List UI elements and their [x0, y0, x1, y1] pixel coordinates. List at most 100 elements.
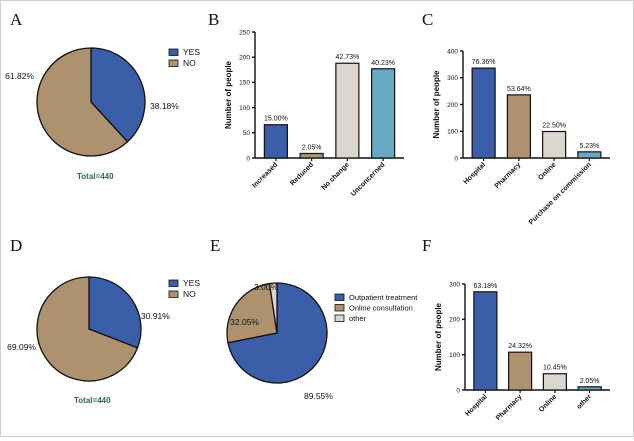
- panel-b: B 0 50 100 150 200 250 Number of people 15.00% I…: [208, 10, 404, 198]
- legend-label: other: [349, 314, 367, 323]
- slice-label: 38.18%: [150, 101, 179, 111]
- slice-label: 61.82%: [5, 71, 34, 81]
- x-category-label: Hospital: [464, 393, 489, 418]
- bar-value-label: 5.23%: [579, 143, 599, 150]
- bar: [577, 386, 602, 391]
- panel-letter: B: [208, 10, 219, 29]
- bar-chart: 0 50 100 150 200 250 Number of people 15.00% Inc…: [224, 29, 404, 198]
- bar: [371, 68, 396, 159]
- panel-letter: C: [422, 10, 433, 29]
- pie-slice: [88, 276, 142, 349]
- slice-label: 30.91%: [141, 311, 170, 321]
- total-annotation: Total=440: [77, 172, 114, 181]
- x-category-label: other: [576, 393, 594, 411]
- x-category-label: Pharmacy: [494, 161, 523, 190]
- legend-swatch: [168, 48, 179, 56]
- panel-letter: F: [422, 236, 431, 255]
- panel-letter: A: [10, 10, 23, 29]
- bar: [508, 351, 533, 391]
- bar-value-label: 22.50%: [542, 123, 566, 130]
- bar-value-label: 42.73%: [336, 54, 360, 61]
- bar-value-label: 15.00%: [264, 116, 288, 123]
- pie-slice: [36, 276, 139, 382]
- pie-slice: [90, 47, 146, 143]
- y-tick-label: 250: [239, 29, 250, 36]
- bar: [473, 291, 498, 391]
- legend-label: YES: [183, 47, 200, 57]
- y-tick-label: 50: [243, 130, 251, 137]
- total-annotation: Total=440: [74, 396, 111, 405]
- x-category-label: Purchase on commission: [528, 161, 593, 226]
- bar-value-label: 53.64%: [507, 86, 531, 93]
- slice-label: 89.55%: [304, 391, 333, 401]
- pie-chart: 89.55% 32.05% 3.00% Outpatient treatment Onl…: [226, 282, 418, 401]
- y-tick-label: 100: [239, 105, 250, 112]
- legend-label: NO: [183, 58, 196, 68]
- legend-label: YES: [183, 278, 200, 288]
- bar: [506, 94, 531, 159]
- x-category-label: Hospital: [463, 161, 488, 186]
- legend-label: Outpatient treatment: [349, 293, 418, 302]
- slice-label: 32.05%: [230, 317, 259, 327]
- panel-c: C 0 100 200 300 400 Number of people 76.36% Hos…: [422, 10, 610, 226]
- bar: [299, 152, 324, 159]
- y-tick-label: 100: [447, 129, 458, 136]
- y-tick-label: 200: [447, 102, 458, 109]
- y-tick-label: 0: [456, 387, 460, 394]
- y-axis-label: Number of people: [224, 60, 233, 129]
- bar-chart: 0 100 200 300 Number of people 63.18% Hospital…: [434, 281, 610, 422]
- x-category-label: Reduced: [289, 161, 315, 187]
- legend-swatch: [334, 304, 345, 312]
- legend-swatch: [334, 293, 345, 301]
- x-category-label: Unconcerned: [350, 161, 387, 198]
- legend-swatch: [168, 290, 179, 298]
- y-tick-label: 150: [239, 80, 250, 87]
- y-tick-label: 400: [447, 48, 458, 55]
- bar-chart: 0 100 200 300 400 Number of people 76.36% Hospi…: [432, 48, 610, 226]
- x-category-label: No change: [321, 161, 351, 191]
- y-tick-label: 200: [449, 317, 460, 324]
- x-category-label: Pharmacy: [495, 393, 524, 422]
- slice-label: 69.09%: [7, 342, 36, 352]
- pie-slice: [226, 282, 278, 344]
- y-axis-label: Number of people: [434, 302, 443, 371]
- bar: [577, 151, 602, 159]
- bar: [542, 130, 567, 159]
- y-tick-label: 300: [447, 75, 458, 82]
- y-tick-label: 0: [246, 155, 250, 162]
- panel-letter: E: [210, 236, 220, 255]
- bar-value-label: 2.05%: [580, 378, 600, 385]
- bar-value-label: 24.32%: [508, 343, 532, 350]
- y-axis-label: Number of people: [432, 70, 441, 139]
- legend-swatch: [334, 314, 345, 322]
- y-tick-label: 0: [454, 155, 458, 162]
- slice-label: 3.00%: [254, 282, 279, 292]
- bar-value-label: 40.23%: [371, 60, 395, 67]
- legend-swatch: [168, 59, 179, 67]
- bar-value-label: 76.36%: [472, 59, 496, 66]
- x-category-label: Online: [537, 161, 557, 181]
- y-tick-label: 300: [449, 281, 460, 288]
- bar-value-label: 63.18%: [474, 283, 498, 290]
- bar-value-label: 10.45%: [543, 365, 567, 372]
- x-category-label: Increased: [251, 161, 279, 189]
- panel-letter: D: [10, 236, 22, 255]
- pie-slice: [268, 282, 278, 334]
- bar: [542, 373, 567, 391]
- pie-slice: [36, 47, 129, 157]
- legend-label: NO: [183, 289, 196, 299]
- x-category-label: Online: [538, 393, 558, 413]
- legend-swatch: [168, 279, 179, 287]
- bar: [263, 124, 288, 159]
- bar: [335, 62, 360, 159]
- y-tick-label: 200: [239, 55, 250, 62]
- bar: [471, 67, 496, 159]
- bar-value-label: 2.05%: [302, 144, 322, 151]
- y-tick-label: 100: [449, 352, 460, 359]
